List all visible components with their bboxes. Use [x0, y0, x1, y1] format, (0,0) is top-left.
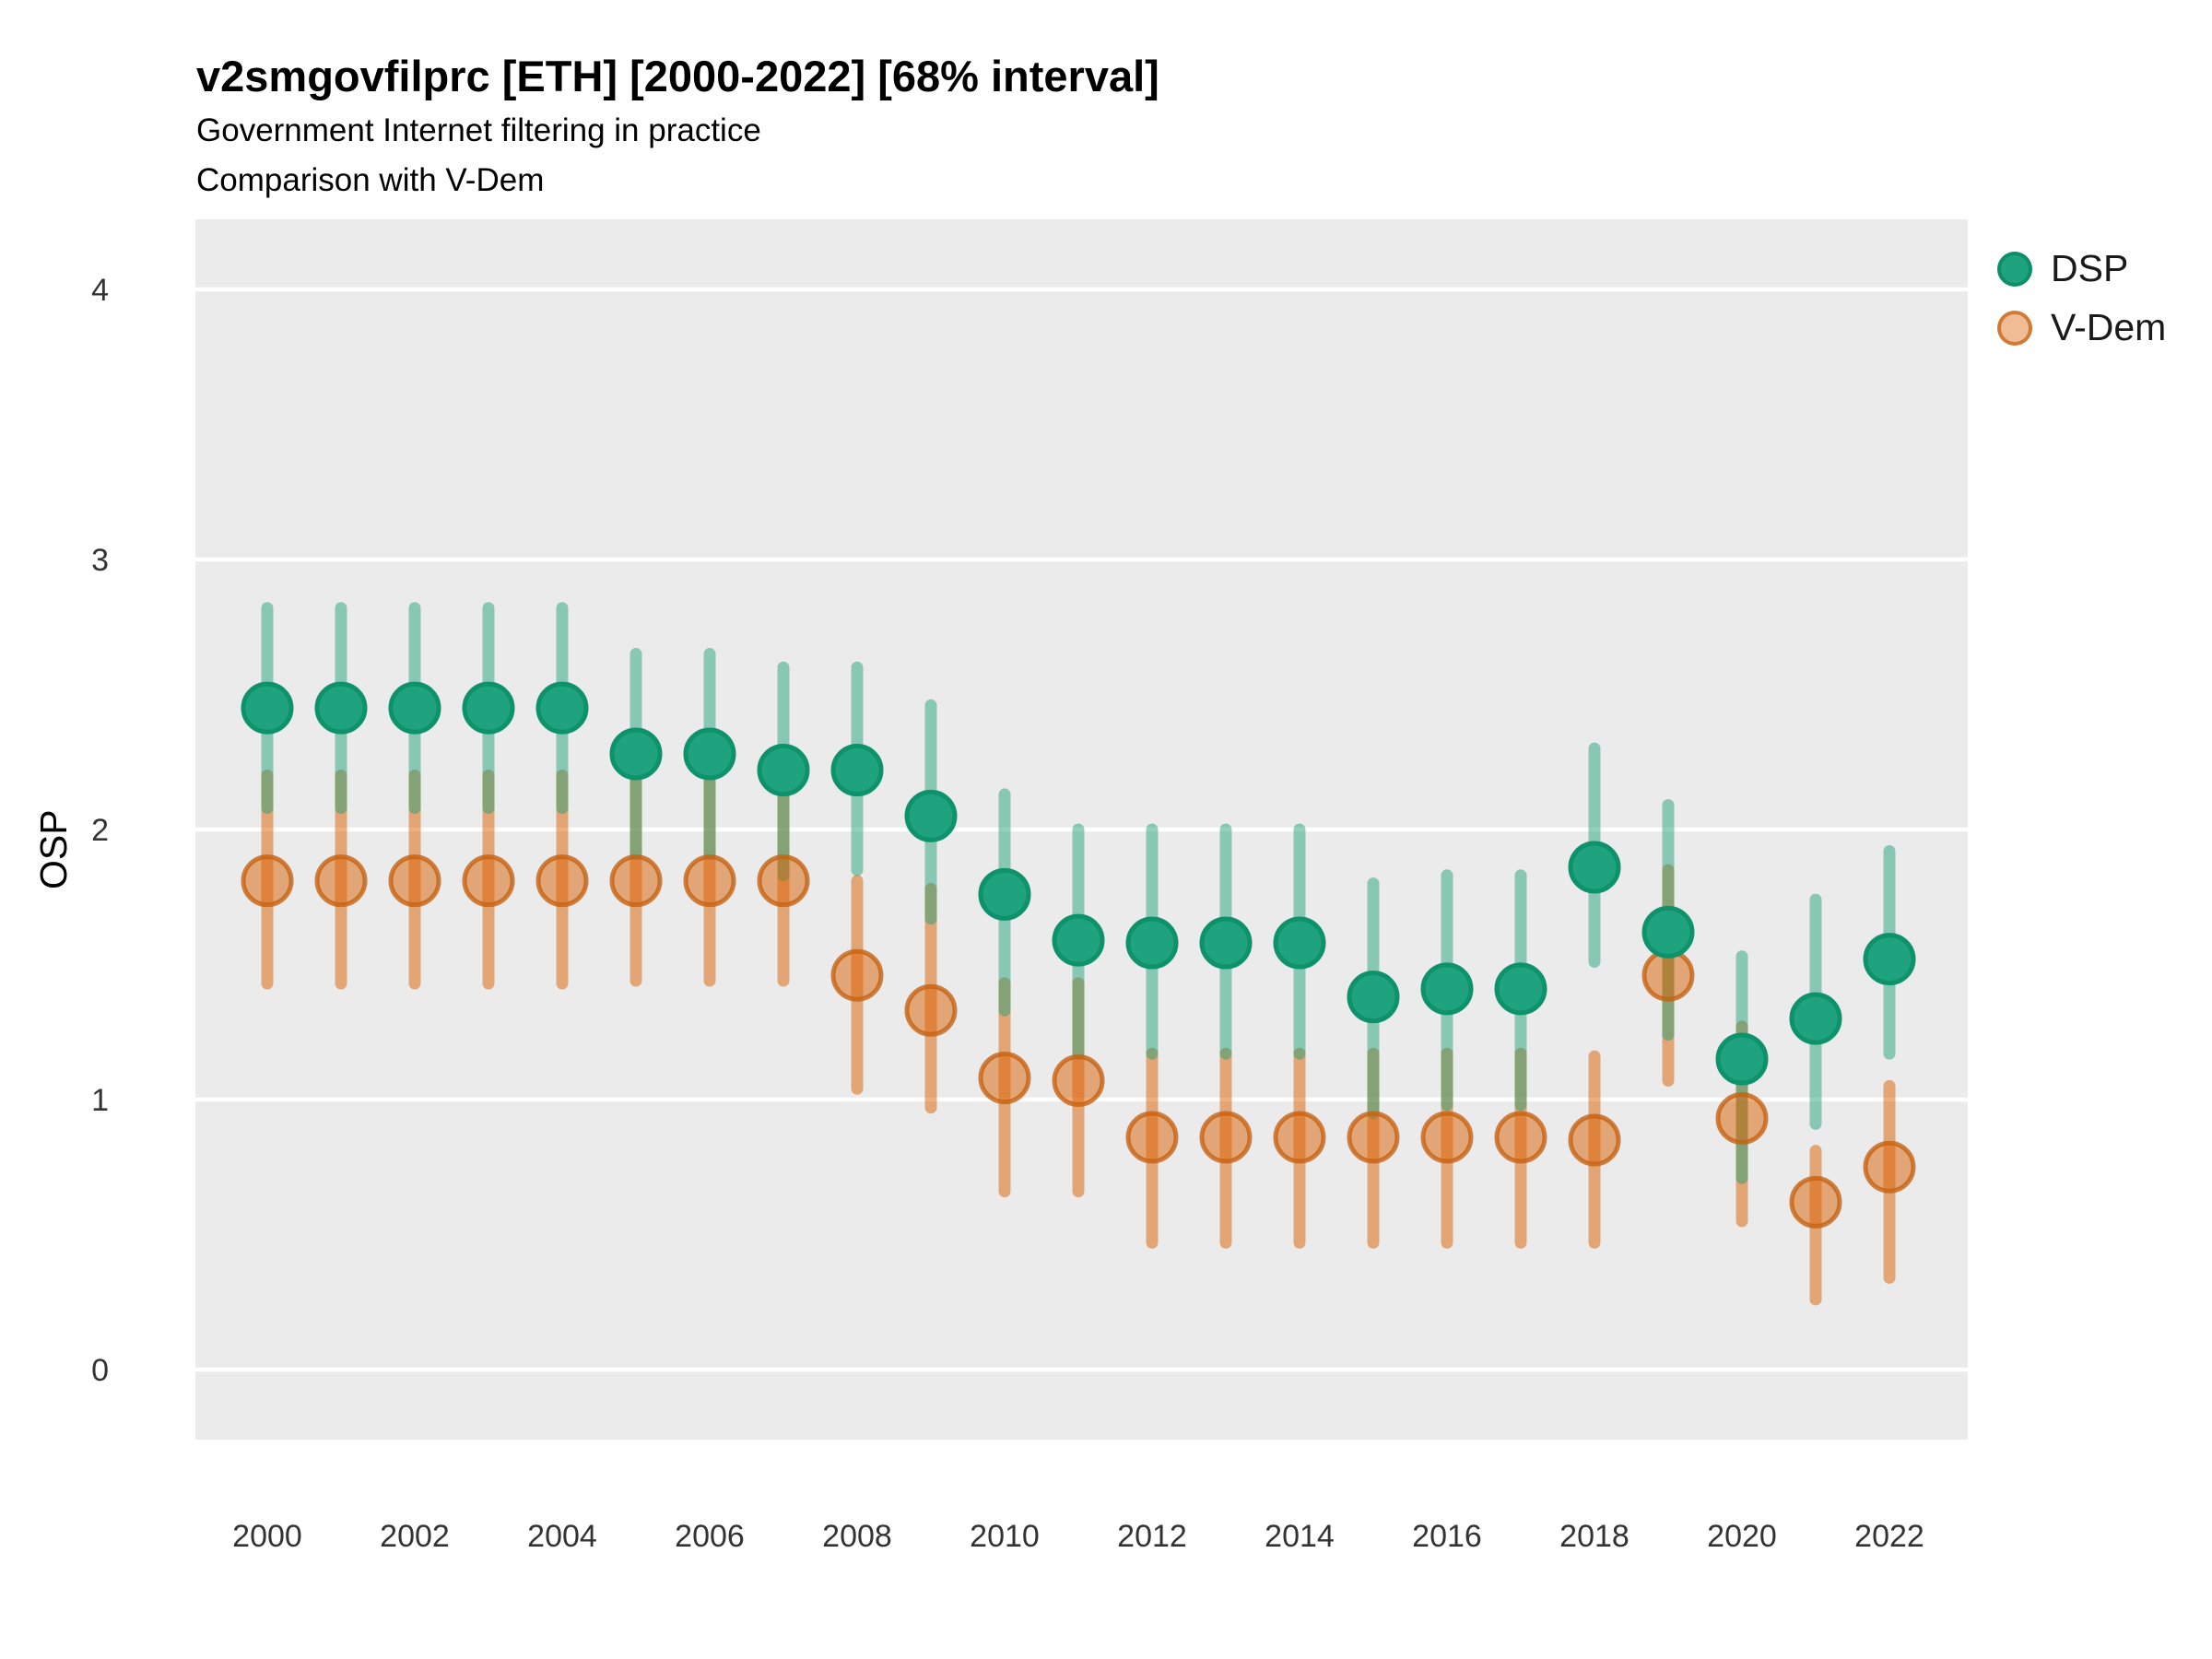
- vdem-point-2002: [388, 854, 441, 908]
- dsp-point-2002: [388, 681, 441, 735]
- dsp-point-2017: [1494, 962, 1547, 1016]
- dsp-point-2007: [757, 744, 810, 797]
- vdem-point-2022: [1863, 1140, 1916, 1194]
- y-tick-label-3: 3: [91, 543, 109, 578]
- vdem-point-2021: [1789, 1175, 1842, 1229]
- vdem-point-2008: [830, 948, 884, 1002]
- vdem-point-2009: [904, 983, 958, 1037]
- dsp-point-2001: [314, 681, 368, 735]
- x-tick-label-2018: 2018: [1559, 1519, 1630, 1554]
- chart-legend: DSP V-Dem: [1997, 247, 2166, 365]
- dsp-point-2003: [462, 681, 515, 735]
- dsp-point-2012: [1125, 916, 1179, 970]
- dsp-point-2021: [1789, 992, 1842, 1045]
- page-title: v2smgovfilprc [ETH] [2000-2022] [68% int…: [196, 52, 1159, 100]
- y-tick-label-1: 1: [91, 1083, 109, 1118]
- legend-label-vdem: V-Dem: [2051, 306, 2167, 348]
- x-tick-label-2004: 2004: [527, 1519, 597, 1554]
- legend-label-dsp: DSP: [2051, 247, 2129, 289]
- vdem-point-2000: [241, 854, 294, 908]
- vdem-point-2004: [535, 854, 589, 908]
- vdem-point-2005: [609, 854, 663, 908]
- x-tick-label-2020: 2020: [1707, 1519, 1777, 1554]
- dsp-point-2014: [1273, 916, 1326, 970]
- vdem-point-2010: [978, 1052, 1031, 1105]
- x-tick-label-2014: 2014: [1265, 1519, 1335, 1554]
- vdem-point-2018: [1568, 1113, 1621, 1167]
- dsp-point-2004: [535, 681, 589, 735]
- vdem-point-2019: [1641, 948, 1695, 1002]
- dsp-point-2022: [1863, 933, 1916, 986]
- vdem-point-2012: [1125, 1111, 1179, 1164]
- x-tick-label-2000: 2000: [232, 1519, 302, 1554]
- vdem-point-2015: [1347, 1111, 1400, 1164]
- x-tick-label-2008: 2008: [822, 1519, 892, 1554]
- vdem-point-2003: [462, 854, 515, 908]
- dsp-point-2013: [1199, 916, 1253, 970]
- dsp-point-2015: [1347, 971, 1400, 1024]
- vdem-point-2007: [757, 854, 810, 908]
- vdem-point-2016: [1420, 1111, 1474, 1164]
- dsp-point-2009: [904, 789, 958, 842]
- vdem-point-2014: [1273, 1111, 1326, 1164]
- y-tick-label-4: 4: [91, 273, 109, 308]
- dsp-point-2018: [1568, 841, 1621, 894]
- vdem-point-2020: [1715, 1092, 1769, 1146]
- dsp-point-2020: [1715, 1032, 1769, 1086]
- page-subtitle-line1: Government Internet filtering in practic…: [196, 112, 761, 148]
- x-tick-label-2012: 2012: [1117, 1519, 1187, 1554]
- y-tick-label-2: 2: [91, 813, 109, 848]
- vdem-point-2013: [1199, 1111, 1253, 1164]
- legend-item-dsp: DSP: [1997, 247, 2166, 290]
- dsp-point-2008: [830, 744, 884, 797]
- x-tick-label-2010: 2010: [970, 1519, 1040, 1554]
- vdem-point-2017: [1494, 1111, 1547, 1164]
- dsp-point-2000: [241, 681, 294, 735]
- x-tick-label-2022: 2022: [1854, 1519, 1924, 1554]
- dsp-point-2010: [978, 867, 1031, 921]
- dsp-point-2019: [1641, 905, 1695, 959]
- vdem-point-2011: [1052, 1053, 1105, 1107]
- x-tick-label-2016: 2016: [1412, 1519, 1482, 1554]
- dsp-legend-dot-icon: [1997, 251, 2032, 287]
- vdem-point-2006: [683, 854, 736, 908]
- vdem-legend-dot-icon: [1997, 310, 2032, 346]
- dsp-point-2016: [1420, 962, 1474, 1016]
- dsp-point-2006: [683, 727, 736, 781]
- page-subtitle-line2: Comparison with V-Dem: [196, 162, 545, 198]
- x-tick-label-2006: 2006: [675, 1519, 745, 1554]
- dsp-point-2011: [1052, 913, 1105, 967]
- dsp-point-2005: [609, 727, 663, 781]
- x-tick-label-2002: 2002: [380, 1519, 450, 1554]
- legend-item-vdem: V-Dem: [1997, 306, 2166, 349]
- y-tick-label-0: 0: [91, 1353, 109, 1388]
- vdem-point-2001: [314, 854, 368, 908]
